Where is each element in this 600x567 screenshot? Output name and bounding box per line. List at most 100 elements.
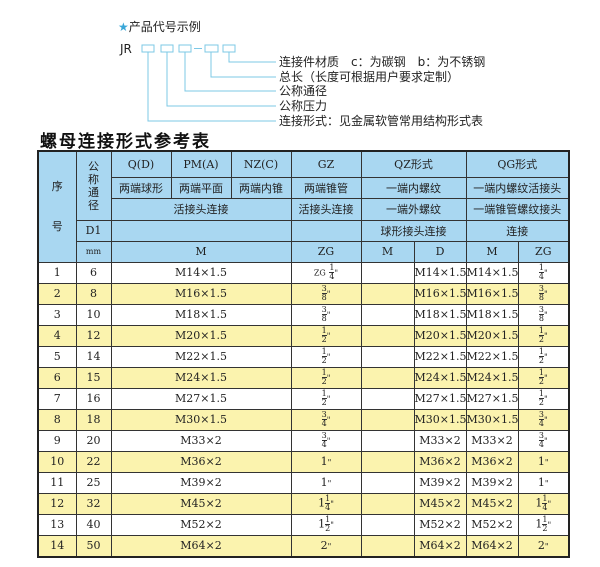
- header-zg: ZG: [290, 240, 362, 263]
- cell-qz-d: M18×1.5: [413, 303, 467, 326]
- cell-m: M64×2: [110, 534, 292, 557]
- cell-zg: ZG 1 4 ": [290, 261, 362, 284]
- cell-zg: 1 2 ": [290, 387, 362, 410]
- cell-qz-d: M36×2: [413, 450, 467, 473]
- cell-d1: 8: [75, 282, 112, 305]
- cell-qz-m: [360, 429, 415, 452]
- cell-no: 2: [37, 282, 77, 305]
- cell-m: M18×1.5: [110, 303, 292, 326]
- header-pm: PM(A): [170, 150, 232, 178]
- header-m: M: [110, 240, 292, 263]
- table-row: 4 12 M20×1.5 1 2 " M20×1.5 M20×1.5 1 2 ": [37, 324, 570, 347]
- cell-qg-m: M18×1.5: [465, 303, 519, 326]
- cell-no: 1: [37, 261, 77, 284]
- code-box: [160, 44, 174, 53]
- cell-qz-m: [360, 492, 415, 515]
- table-row: 3 10 M18×1.5 3 8 " M18×1.5 M18×1.5 3 8 ": [37, 303, 570, 326]
- cell-qg-m: M33×2: [465, 429, 519, 452]
- cell-zg: 1 1 2 ": [290, 513, 362, 536]
- cell-no: 14: [37, 534, 77, 557]
- cell-qg-m: M39×2: [465, 471, 519, 494]
- header-qg-zg: ZG: [517, 240, 570, 263]
- cell-qg-m: M52×2: [465, 513, 519, 536]
- cell-d1: 20: [75, 429, 112, 452]
- header-qg-m: M: [465, 240, 519, 263]
- cell-d1: 6: [75, 261, 112, 284]
- zg-whole: 1: [318, 517, 326, 531]
- table-row: 11 25 M39×2 1" M39×2 M39×2 1": [37, 471, 570, 494]
- header-qz-desc: 一端内螺纹: [360, 176, 467, 199]
- header-qz-desc2: 一端外螺纹: [360, 197, 467, 221]
- cell-zg: 1 1 4 ": [290, 492, 362, 515]
- cell-qg-m: M27×1.5: [465, 387, 519, 410]
- cell-qz-m: [360, 408, 415, 431]
- cell-m: M22×1.5: [110, 345, 292, 368]
- table-row: 13 40 M52×2 1 1 2 " M52×2 M52×2 1 1 2 ": [37, 513, 570, 536]
- cell-qg-m: M22×1.5: [465, 345, 519, 368]
- cell-no: 13: [37, 513, 77, 536]
- table-row: 1 6 M14×1.5 ZG 1 4 " M14×1.5 M14×1.5 1 4 ": [37, 261, 570, 284]
- zg-whole: 2: [320, 539, 328, 552]
- cell-d1: 50: [75, 534, 112, 557]
- table-row: 12 32 M45×2 1 1 4 " M45×2 M45×2 1 1 4 ": [37, 492, 570, 515]
- cell-m: M45×2: [110, 492, 292, 515]
- cell-qg-m: M24×1.5: [465, 366, 519, 389]
- header-qg: QG形式: [465, 150, 570, 178]
- cell-qz-m: [360, 450, 415, 473]
- label-diameter: 公称通径: [279, 84, 328, 98]
- header-d1: D1: [75, 219, 112, 242]
- cell-qg-zg: 3 4 ": [517, 429, 570, 452]
- cell-qg-zg: 1 2 ": [517, 387, 570, 410]
- header-empty: [110, 219, 292, 242]
- leader-line: [166, 52, 276, 107]
- cell-d1: 15: [75, 366, 112, 389]
- cell-qz-d: M16×1.5: [413, 282, 467, 305]
- cell-qz-m: [360, 345, 415, 368]
- cell-d1: 16: [75, 387, 112, 410]
- cell-qg-zg: 1 2 ": [517, 366, 570, 389]
- zg-whole: 2: [537, 539, 545, 552]
- header-mm: mm: [75, 240, 112, 263]
- cell-qg-zg: 1": [517, 450, 570, 473]
- cell-qg-zg: 1": [517, 471, 570, 494]
- header-seq: 序号: [37, 150, 77, 263]
- cell-qg-zg: 1 1 4 ": [517, 492, 570, 515]
- cell-qz-m: [360, 303, 415, 326]
- cell-qg-m: M16×1.5: [465, 282, 519, 305]
- cell-qg-zg: 3 8 ": [517, 282, 570, 305]
- leader-line: [210, 52, 276, 78]
- header-nz-desc: 两端内锥: [230, 176, 292, 199]
- cell-zg: 3 4 ": [290, 429, 362, 452]
- table-row: 14 50 M64×2 2" M64×2 M64×2 2": [37, 534, 570, 557]
- code-box: [204, 44, 219, 53]
- code-box: [178, 44, 192, 53]
- cell-qg-m: M20×1.5: [465, 324, 519, 347]
- leader-line: [184, 52, 276, 92]
- header-qg-desc: 一端内螺纹活接头: [465, 176, 570, 199]
- cell-qg-zg: 3 4 ": [517, 408, 570, 431]
- example-heading: ★产品代号示例: [118, 20, 201, 34]
- cell-qg-zg: 1 2 ": [517, 324, 570, 347]
- zg-whole: 1: [320, 455, 328, 468]
- header-nz: NZ(C): [230, 150, 292, 178]
- zg-prefix: ZG: [313, 268, 326, 278]
- cell-qg-m: M14×1.5: [465, 261, 519, 284]
- cell-no: 10: [37, 450, 77, 473]
- header-qg-desc3: 连接: [465, 219, 570, 242]
- cell-m: M27×1.5: [110, 387, 292, 410]
- cell-zg: 1 2 ": [290, 324, 362, 347]
- cell-m: M16×1.5: [110, 282, 292, 305]
- cell-qz-d: M30×1.5: [413, 408, 467, 431]
- header-union: 活接头连接: [110, 197, 292, 221]
- header-gz: GZ: [290, 150, 362, 178]
- cell-m: M33×2: [110, 429, 292, 452]
- cell-m: M39×2: [110, 471, 292, 494]
- label-material: 连接件材质 c：为碳钢 b：为不锈钢: [279, 55, 486, 69]
- cell-m: M20×1.5: [110, 324, 292, 347]
- cell-d1: 22: [75, 450, 112, 473]
